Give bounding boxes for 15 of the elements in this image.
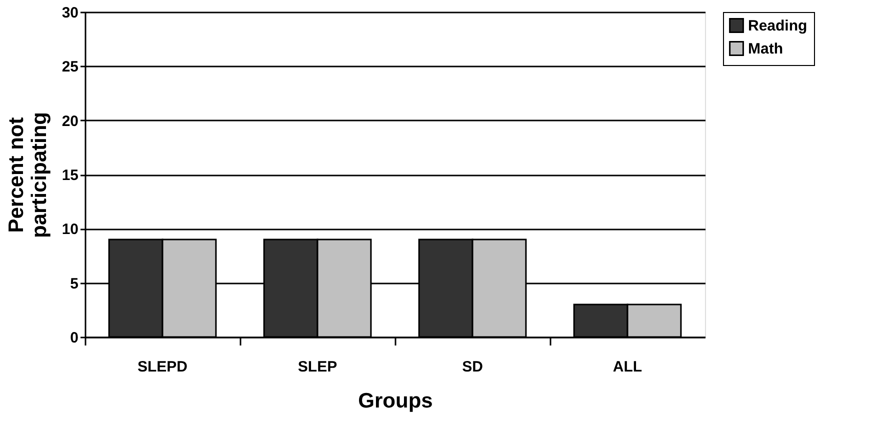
- x-axis-title: Groups: [358, 390, 433, 412]
- y-tick-label: 15: [62, 167, 78, 184]
- y-axis-title: Percent not participating: [4, 112, 51, 238]
- y-tick-label: 10: [62, 221, 78, 238]
- x-tick-label: SLEPD: [137, 358, 188, 376]
- legend-label: Reading: [748, 18, 808, 34]
- y-tick-label: 0: [70, 330, 78, 346]
- y-tick-label: 30: [62, 4, 78, 22]
- x-tick-label: ALL: [612, 358, 642, 376]
- y-tick-label: 20: [62, 112, 78, 130]
- y-tick-label: 25: [62, 58, 78, 76]
- legend-label: Math: [748, 40, 783, 58]
- y-tick-label: 5: [70, 275, 78, 292]
- x-tick-label: SLEP: [298, 358, 338, 376]
- x-tick-label: SD: [462, 358, 484, 376]
